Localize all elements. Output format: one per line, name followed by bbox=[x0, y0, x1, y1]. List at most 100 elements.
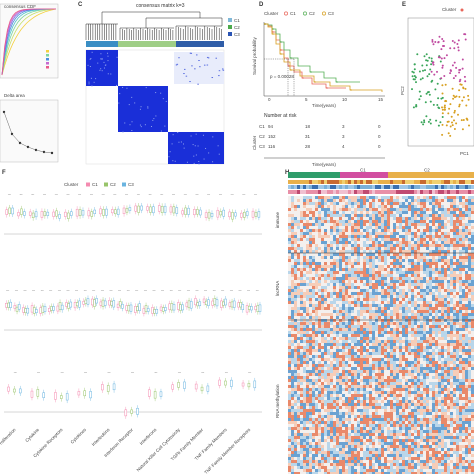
heatmap-cell bbox=[447, 325, 450, 328]
heatmap-cell bbox=[318, 325, 321, 328]
heatmap-cell bbox=[417, 313, 420, 316]
heatmap-cell bbox=[405, 343, 408, 346]
heatmap-cell bbox=[375, 259, 378, 262]
heatmap-cell bbox=[423, 250, 426, 253]
annotation-cell bbox=[291, 180, 294, 184]
heatmap-cell bbox=[435, 196, 438, 199]
heatmap-cell bbox=[399, 370, 402, 373]
heatmap-cell bbox=[396, 322, 399, 325]
heatmap-cell bbox=[333, 199, 336, 202]
heatmap-cell bbox=[435, 229, 438, 232]
heatmap-cell bbox=[354, 196, 357, 199]
heatmap-cell bbox=[339, 214, 342, 217]
heatmap-cell bbox=[348, 235, 351, 238]
delta-segment bbox=[11, 133, 21, 144]
heatmap-cell bbox=[348, 319, 351, 322]
pca-point bbox=[416, 53, 419, 56]
heatmap-cell bbox=[345, 373, 348, 376]
heatmap-cell bbox=[423, 238, 426, 241]
heatmap-cell bbox=[411, 349, 414, 352]
risk-cell: 0 bbox=[378, 124, 381, 129]
consensus-block bbox=[86, 50, 118, 86]
annotation-cell bbox=[402, 185, 405, 189]
heatmap-cell bbox=[462, 358, 465, 361]
pca-point bbox=[451, 124, 454, 127]
heatmap-cell bbox=[306, 373, 309, 376]
heatmap-cell bbox=[435, 274, 438, 277]
heatmap-cell bbox=[306, 313, 309, 316]
heatmap-cell bbox=[462, 334, 465, 337]
heatmap-cell bbox=[447, 235, 450, 238]
heatmap-cell bbox=[402, 268, 405, 271]
heatmap-cell bbox=[453, 256, 456, 259]
heatmap-cell bbox=[360, 358, 363, 361]
pca-point bbox=[413, 63, 416, 66]
heatmap-cell bbox=[303, 286, 306, 289]
heatmap-cell bbox=[342, 307, 345, 310]
heatmap-cell bbox=[303, 217, 306, 220]
heatmap-cell bbox=[471, 298, 474, 301]
heatmap-cell bbox=[426, 220, 429, 223]
km-pvalue: p = 0.00028 bbox=[270, 74, 294, 79]
consensus-noise bbox=[222, 69, 225, 71]
box bbox=[99, 208, 102, 215]
heatmap-cell bbox=[465, 364, 468, 367]
heatmap-cell bbox=[306, 238, 309, 241]
heatmap-cell bbox=[456, 280, 459, 283]
heatmap-cell bbox=[366, 220, 369, 223]
heatmap-cell bbox=[447, 280, 450, 283]
heatmap-cell bbox=[336, 244, 339, 247]
heatmap-cell bbox=[387, 331, 390, 334]
heatmap-cell bbox=[375, 286, 378, 289]
heatmap-cell bbox=[399, 364, 402, 367]
heatmap-cell bbox=[288, 253, 291, 256]
heatmap-cell bbox=[318, 253, 321, 256]
heatmap-cell bbox=[438, 208, 441, 211]
heatmap-cell bbox=[372, 256, 375, 259]
annotation-cell bbox=[312, 185, 315, 189]
heatmap-cell bbox=[453, 211, 456, 214]
heatmap-cell bbox=[315, 340, 318, 343]
heatmap-cell bbox=[315, 211, 318, 214]
heatmap-cell bbox=[453, 223, 456, 226]
heatmap-cell bbox=[432, 322, 435, 325]
heatmap-cell bbox=[288, 214, 291, 217]
annotation-cell bbox=[354, 180, 357, 184]
heatmap-cell bbox=[348, 238, 351, 241]
heatmap-cell bbox=[288, 262, 291, 265]
heatmap-cell bbox=[303, 376, 306, 379]
pca-legend-title: Cluster bbox=[442, 7, 457, 12]
heatmap-cell bbox=[324, 355, 327, 358]
heatmap-cell bbox=[447, 304, 450, 307]
heatmap-cell bbox=[456, 307, 459, 310]
heatmap-cell bbox=[447, 247, 450, 250]
heatmap-cell bbox=[339, 334, 342, 337]
heatmap-cell bbox=[408, 271, 411, 274]
heatmap-cell bbox=[366, 328, 369, 331]
heatmap-cell bbox=[297, 268, 300, 271]
heatmap-cell bbox=[315, 262, 318, 265]
heatmap-cell bbox=[348, 325, 351, 328]
heatmap-cell bbox=[390, 364, 393, 367]
heatmap-cell bbox=[429, 337, 432, 340]
heatmap-cell bbox=[318, 376, 321, 379]
heatmap-cell bbox=[456, 325, 459, 328]
heatmap-cell bbox=[396, 349, 399, 352]
heatmap-cell bbox=[315, 232, 318, 235]
heatmap-cell bbox=[306, 319, 309, 322]
heatmap-cell bbox=[453, 271, 456, 274]
consensus-noise bbox=[189, 81, 191, 83]
heatmap-cell bbox=[291, 250, 294, 253]
heatmap-cell bbox=[360, 367, 363, 370]
box bbox=[105, 208, 108, 216]
pca-point bbox=[438, 35, 441, 38]
heatmap-cell bbox=[396, 358, 399, 361]
heatmap-cell bbox=[417, 217, 420, 220]
heatmap-cell bbox=[288, 325, 291, 328]
heatmap-cell bbox=[381, 331, 384, 334]
heatmap-cell bbox=[429, 325, 432, 328]
heatmap-cell bbox=[330, 325, 333, 328]
annotation-cell bbox=[300, 190, 303, 194]
heatmap-cell bbox=[372, 358, 375, 361]
pca-point bbox=[449, 69, 452, 72]
